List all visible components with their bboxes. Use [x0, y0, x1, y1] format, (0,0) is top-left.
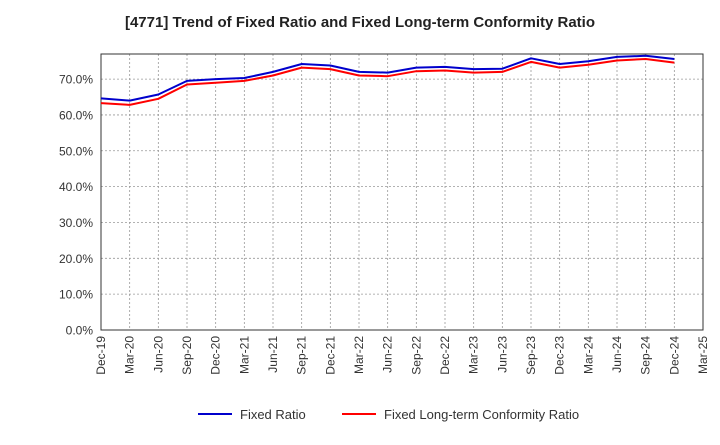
grid-lines [101, 54, 703, 330]
x-tick-label: Sep-21 [295, 336, 309, 375]
legend: Fixed Ratio Fixed Long-term Conformity Ra… [198, 407, 579, 422]
legend-label: Fixed Ratio [240, 407, 306, 422]
y-tick-label: 20.0% [59, 252, 93, 266]
x-tick-label: Sep-23 [524, 336, 538, 375]
x-tick-label: Mar-23 [467, 336, 481, 374]
y-axis-ticks: 0.0% 10.0% 20.0% 30.0% 40.0% 50.0% 60.0% 70.0% [59, 73, 93, 338]
x-tick-label: Jun-21 [266, 336, 280, 373]
x-tick-label: Mar-22 [352, 336, 366, 374]
x-tick-label: Jun-20 [151, 336, 165, 373]
y-tick-label: 40.0% [59, 180, 93, 194]
x-tick-label: Sep-20 [180, 336, 194, 375]
x-tick-label: Jun-22 [381, 336, 395, 373]
x-axis-ticks: Dec-19 Mar-20 Jun-20 Sep-20 Dec-20 Mar-21 Jun-… [94, 336, 710, 375]
y-tick-label: 50.0% [59, 144, 93, 158]
x-tick-label: Dec-19 [94, 336, 108, 375]
y-tick-label: 30.0% [59, 216, 93, 230]
x-tick-label: Dec-21 [323, 336, 337, 375]
plot-area-border [100, 53, 704, 331]
x-tick-label: Mar-25 [696, 336, 710, 374]
x-tick-label: Jun-24 [610, 336, 624, 373]
y-tick-label: 0.0% [66, 324, 94, 338]
axes [100, 53, 704, 331]
x-tick-label: Jun-23 [495, 336, 509, 373]
chart-title: [4771] Trend of Fixed Ratio and Fixed Lo… [124, 14, 596, 31]
x-tick-label: Dec-23 [553, 336, 567, 375]
x-tick-label: Mar-21 [237, 336, 251, 374]
x-tick-label: Dec-24 [667, 336, 681, 375]
x-tick-label: Mar-20 [123, 336, 137, 374]
series-line [100, 58, 675, 106]
x-tick-label: Sep-24 [639, 336, 653, 375]
x-tick-label: Dec-20 [209, 336, 223, 375]
series-lines [100, 54, 675, 106]
legend-label: Fixed Long-term Conformity Ratio [384, 407, 579, 422]
y-tick-label: 10.0% [59, 288, 93, 302]
y-tick-label: 60.0% [59, 108, 93, 122]
y-tick-label: 70.0% [59, 73, 93, 87]
x-tick-label: Sep-22 [409, 336, 423, 375]
series-line [100, 54, 675, 102]
x-tick-label: Mar-24 [581, 336, 595, 374]
x-tick-label: Dec-22 [438, 336, 452, 375]
